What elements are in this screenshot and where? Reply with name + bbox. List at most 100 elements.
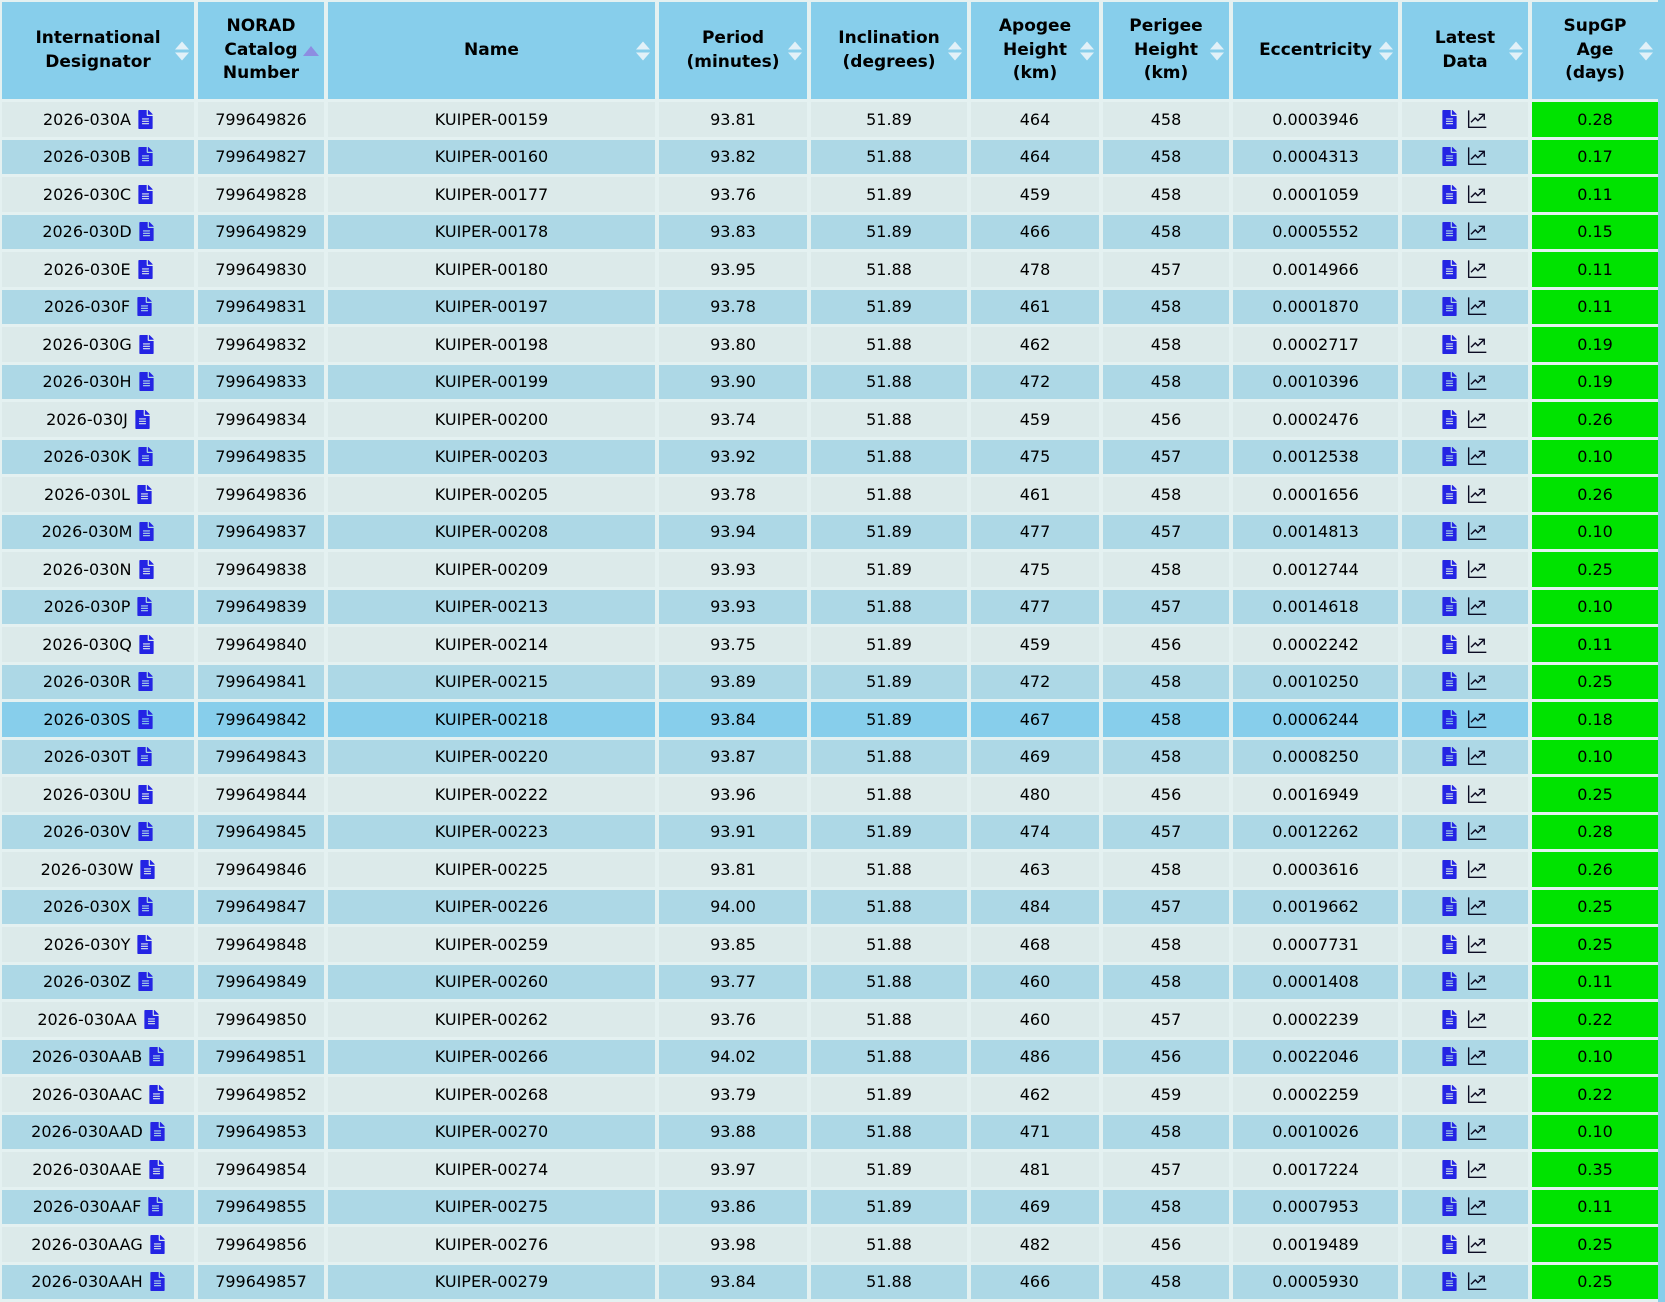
document-icon[interactable] xyxy=(139,372,154,391)
document-icon[interactable] xyxy=(138,260,153,279)
document-icon[interactable] xyxy=(1442,822,1457,841)
chart-line-icon[interactable] xyxy=(1464,821,1489,842)
table-row[interactable]: 2026-030Y 799649848 KUIPER-00259 93.85 5… xyxy=(2,927,1658,965)
table-row[interactable]: 2026-030M 799649837 KUIPER-00208 93.94 5… xyxy=(2,515,1658,553)
document-icon[interactable] xyxy=(137,485,152,504)
chart-line-icon[interactable] xyxy=(1464,521,1489,542)
column-header-inclination[interactable]: Inclination (degrees) xyxy=(811,2,971,102)
table-row[interactable]: 2026-030Q 799649840 KUIPER-00214 93.75 5… xyxy=(2,627,1658,665)
document-icon[interactable] xyxy=(1442,1235,1457,1254)
column-header-eccentricity[interactable]: Eccentricity xyxy=(1233,2,1402,102)
chart-line-icon[interactable] xyxy=(1464,671,1489,692)
chart-line-icon[interactable] xyxy=(1464,409,1489,430)
document-icon[interactable] xyxy=(150,1122,165,1141)
chart-line-icon[interactable] xyxy=(1464,559,1489,580)
column-header-period[interactable]: Period (minutes) xyxy=(659,2,811,102)
document-icon[interactable] xyxy=(1442,672,1457,691)
table-row[interactable]: 2026-030H 799649833 KUIPER-00199 93.90 5… xyxy=(2,365,1658,403)
document-icon[interactable] xyxy=(138,972,153,991)
chart-line-icon[interactable] xyxy=(1464,1009,1489,1030)
document-icon[interactable] xyxy=(1442,1085,1457,1104)
chart-line-icon[interactable] xyxy=(1464,784,1489,805)
table-row[interactable]: 2026-030AAH 799649857 KUIPER-00279 93.84… xyxy=(2,1265,1658,1302)
table-row[interactable]: 2026-030P 799649839 KUIPER-00213 93.93 5… xyxy=(2,590,1658,628)
document-icon[interactable] xyxy=(1442,485,1457,504)
document-icon[interactable] xyxy=(139,560,154,579)
chart-line-icon[interactable] xyxy=(1464,484,1489,505)
document-icon[interactable] xyxy=(1442,860,1457,879)
document-icon[interactable] xyxy=(137,297,152,316)
document-icon[interactable] xyxy=(1442,972,1457,991)
table-row[interactable]: 2026-030T 799649843 KUIPER-00220 93.87 5… xyxy=(2,740,1658,778)
chart-line-icon[interactable] xyxy=(1464,446,1489,467)
chart-line-icon[interactable] xyxy=(1464,634,1489,655)
table-row[interactable]: 2026-030U 799649844 KUIPER-00222 93.96 5… xyxy=(2,777,1658,815)
table-row[interactable]: 2026-030N 799649838 KUIPER-00209 93.93 5… xyxy=(2,552,1658,590)
chart-line-icon[interactable] xyxy=(1464,184,1489,205)
table-row[interactable]: 2026-030S 799649842 KUIPER-00218 93.84 5… xyxy=(2,702,1658,740)
document-icon[interactable] xyxy=(138,822,153,841)
document-icon[interactable] xyxy=(138,185,153,204)
document-icon[interactable] xyxy=(149,1085,164,1104)
chart-line-icon[interactable] xyxy=(1464,596,1489,617)
document-icon[interactable] xyxy=(149,1047,164,1066)
document-icon[interactable] xyxy=(150,1235,165,1254)
table-row[interactable]: 2026-030G 799649832 KUIPER-00198 93.80 5… xyxy=(2,327,1658,365)
document-icon[interactable] xyxy=(1442,522,1457,541)
chart-line-icon[interactable] xyxy=(1464,1084,1489,1105)
column-header-norad-catalog-number[interactable]: NORAD Catalog Number xyxy=(198,2,328,102)
column-header-supgp-age[interactable]: SupGP Age (days) xyxy=(1532,2,1658,102)
document-icon[interactable] xyxy=(1442,710,1457,729)
column-header-perigee-height[interactable]: Perigee Height (km) xyxy=(1103,2,1233,102)
document-icon[interactable] xyxy=(137,935,152,954)
document-icon[interactable] xyxy=(139,335,154,354)
table-row[interactable]: 2026-030AAC 799649852 KUIPER-00268 93.79… xyxy=(2,1077,1658,1115)
document-icon[interactable] xyxy=(1442,597,1457,616)
table-row[interactable]: 2026-030A 799649826 KUIPER-00159 93.81 5… xyxy=(2,102,1658,140)
document-icon[interactable] xyxy=(139,522,154,541)
chart-line-icon[interactable] xyxy=(1464,1046,1489,1067)
document-icon[interactable] xyxy=(138,897,153,916)
table-row[interactable]: 2026-030J 799649834 KUIPER-00200 93.74 5… xyxy=(2,402,1658,440)
document-icon[interactable] xyxy=(1442,1272,1457,1291)
table-row[interactable]: 2026-030F 799649831 KUIPER-00197 93.78 5… xyxy=(2,290,1658,328)
document-icon[interactable] xyxy=(140,860,155,879)
table-row[interactable]: 2026-030AAE 799649854 KUIPER-00274 93.97… xyxy=(2,1152,1658,1190)
document-icon[interactable] xyxy=(1442,372,1457,391)
table-row[interactable]: 2026-030Z 799649849 KUIPER-00260 93.77 5… xyxy=(2,965,1658,1003)
table-row[interactable]: 2026-030AAD 799649853 KUIPER-00270 93.88… xyxy=(2,1115,1658,1153)
document-icon[interactable] xyxy=(1442,297,1457,316)
table-row[interactable]: 2026-030D 799649829 KUIPER-00178 93.83 5… xyxy=(2,215,1658,253)
chart-line-icon[interactable] xyxy=(1464,746,1489,767)
column-header-apogee-height[interactable]: Apogee Height (km) xyxy=(971,2,1103,102)
chart-line-icon[interactable] xyxy=(1464,296,1489,317)
table-row[interactable]: 2026-030AAG 799649856 KUIPER-00276 93.98… xyxy=(2,1227,1658,1265)
document-icon[interactable] xyxy=(138,672,153,691)
document-icon[interactable] xyxy=(148,1197,163,1216)
table-row[interactable]: 2026-030V 799649845 KUIPER-00223 93.91 5… xyxy=(2,815,1658,853)
chart-line-icon[interactable] xyxy=(1464,934,1489,955)
table-row[interactable]: 2026-030K 799649835 KUIPER-00203 93.92 5… xyxy=(2,440,1658,478)
document-icon[interactable] xyxy=(1442,935,1457,954)
document-icon[interactable] xyxy=(144,1010,159,1029)
document-icon[interactable] xyxy=(1442,785,1457,804)
document-icon[interactable] xyxy=(1442,1047,1457,1066)
document-icon[interactable] xyxy=(149,1160,164,1179)
document-icon[interactable] xyxy=(135,410,150,429)
table-row[interactable]: 2026-030AAF 799649855 KUIPER-00275 93.86… xyxy=(2,1190,1658,1228)
document-icon[interactable] xyxy=(150,1272,165,1291)
chart-line-icon[interactable] xyxy=(1464,1196,1489,1217)
chart-line-icon[interactable] xyxy=(1464,221,1489,242)
column-header-name[interactable]: Name xyxy=(328,2,659,102)
document-icon[interactable] xyxy=(1442,897,1457,916)
table-row[interactable]: 2026-030E 799649830 KUIPER-00180 93.95 5… xyxy=(2,252,1658,290)
document-icon[interactable] xyxy=(1442,1122,1457,1141)
document-icon[interactable] xyxy=(137,747,152,766)
document-icon[interactable] xyxy=(1442,1010,1457,1029)
table-row[interactable]: 2026-030L 799649836 KUIPER-00205 93.78 5… xyxy=(2,477,1658,515)
table-row[interactable]: 2026-030B 799649827 KUIPER-00160 93.82 5… xyxy=(2,140,1658,178)
chart-line-icon[interactable] xyxy=(1464,109,1489,130)
document-icon[interactable] xyxy=(1442,410,1457,429)
table-row[interactable]: 2026-030X 799649847 KUIPER-00226 94.00 5… xyxy=(2,890,1658,928)
table-row[interactable]: 2026-030AA 799649850 KUIPER-00262 93.76 … xyxy=(2,1002,1658,1040)
